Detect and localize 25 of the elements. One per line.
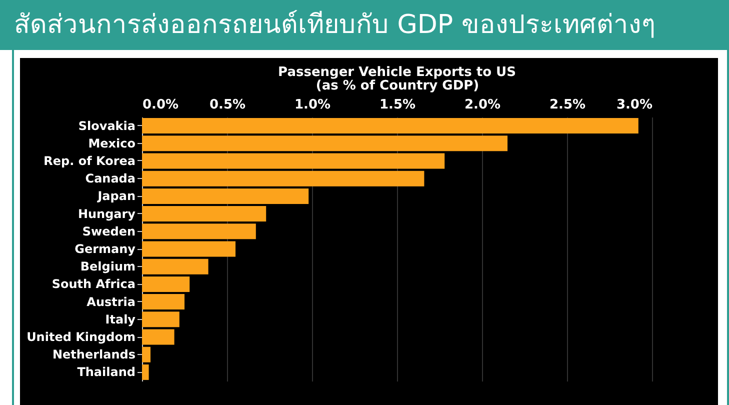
x-tick-label: 1.5% xyxy=(379,98,416,112)
x-axis-title: (as % of Country GDP) xyxy=(316,78,480,94)
x-tick-label: 0.5% xyxy=(209,98,246,112)
y-tick-label: Belgium xyxy=(80,260,136,274)
y-tick-label: Mexico xyxy=(88,136,136,150)
y-tick-label: Sweden xyxy=(82,224,136,238)
y-tick-label: Italy xyxy=(105,312,136,326)
y-tick-label: Netherlands xyxy=(52,348,136,362)
chart-subtitle: Passenger Vehicle Exports to US xyxy=(278,65,516,80)
y-tick-label: Japan xyxy=(96,189,136,204)
y-tick-label: Slovakia xyxy=(78,118,136,133)
y-tick-label: Austria xyxy=(86,294,136,309)
chart-title: สัดส่วนการส่งออกรถยนต์เทียบกับ GDP ของประเทศต่างๆ xyxy=(0,0,729,50)
x-tick-label: 0.0% xyxy=(142,98,179,112)
x-tick-label: 3.0% xyxy=(616,98,652,112)
y-tick-label: Canada xyxy=(85,172,136,186)
y-tick-label: South Africa xyxy=(52,277,136,292)
y-tick-label: Rep. of Korea xyxy=(44,154,136,168)
y-tick-label: United Kingdom xyxy=(26,330,136,344)
y-tick-label: Germany xyxy=(74,242,136,256)
x-tick-label: 1.0% xyxy=(294,98,331,112)
x-tick-label: 2.0% xyxy=(464,98,501,112)
y-tick-label: Hungary xyxy=(78,206,136,221)
y-tick-label: Thailand xyxy=(77,365,136,380)
x-tick-label: 2.5% xyxy=(549,98,586,112)
